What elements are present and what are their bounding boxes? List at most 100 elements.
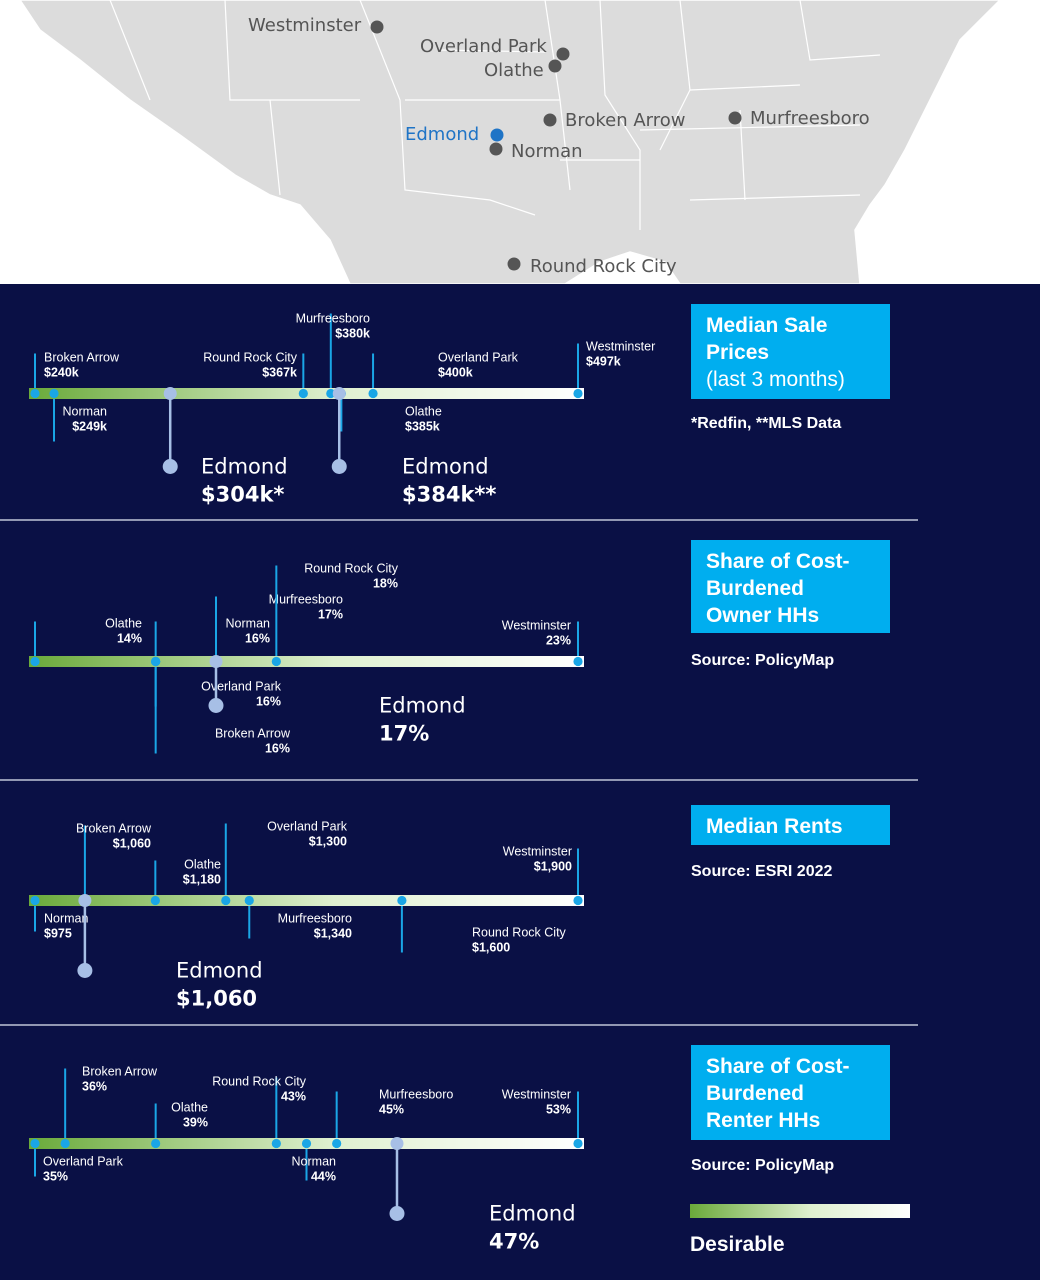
label-name-overland-park: Overland Park — [201, 680, 282, 694]
map-city-label-overland-park: Overland Park — [420, 36, 547, 57]
edmond-name: Edmond — [176, 959, 263, 983]
edmond-point — [332, 387, 346, 400]
gradient-bar — [29, 895, 584, 906]
point-olathe — [30, 656, 40, 667]
point-norman — [30, 895, 40, 906]
label-value-overland-park: 16% — [256, 695, 281, 709]
map-city-label-edmond: Edmond — [405, 124, 479, 145]
label-value-westminster: 23% — [546, 634, 571, 648]
label-name-round-rock-city: Round Rock City — [304, 562, 399, 576]
title-line-1: Share of Cost- — [706, 1055, 850, 1078]
title-line-2: Burdened — [706, 577, 804, 600]
title-line-1: Median Sale — [706, 314, 827, 337]
edmond-name: Edmond — [201, 455, 288, 479]
title-box — [691, 1045, 890, 1140]
title-line-1: Median Rents — [706, 815, 843, 838]
point-olathe — [150, 895, 160, 906]
label-name-broken-arrow: Broken Arrow — [76, 822, 152, 836]
map-city-label-broken-arrow: Broken Arrow — [565, 110, 686, 131]
label-name-overland-park: Overland Park — [43, 1155, 124, 1169]
title-line-2: Prices — [706, 341, 769, 364]
edmond-point — [390, 1137, 404, 1150]
source-note: *Redfin, **MLS Data — [691, 415, 841, 432]
label-name-westminster: Westminster — [503, 845, 572, 859]
legend: Desirable — [690, 1204, 910, 1256]
label-name-westminster: Westminster — [502, 619, 571, 633]
label-name-westminster: Westminster — [502, 1088, 571, 1102]
label-value-olathe: 14% — [117, 632, 142, 646]
edmond-end-dot — [162, 459, 178, 474]
state-borders — [109, 0, 881, 241]
edmond-end-dot — [331, 459, 347, 474]
label-name-round-rock-city: Round Rock City — [212, 1075, 307, 1089]
point-murfreesboro — [244, 895, 254, 906]
label-name-norman: Norman — [292, 1155, 337, 1169]
gradient-bar — [29, 656, 584, 667]
point-westminster — [573, 895, 583, 906]
label-name-norman: Norman — [226, 617, 271, 631]
label-name-olathe: Olathe — [105, 617, 142, 631]
label-name-broken-arrow: Broken Arrow — [215, 727, 291, 741]
edmond-end-dot — [389, 1206, 405, 1221]
legend-gradient-bar — [690, 1204, 910, 1218]
point-overland-park — [30, 1138, 40, 1149]
title-line-1: Share of Cost- — [706, 550, 850, 573]
edmond-value: $384k** — [402, 483, 496, 507]
title-box — [691, 304, 890, 399]
point-overland-park — [221, 895, 231, 906]
label-name-olathe: Olathe — [184, 858, 221, 872]
edmond-name: Edmond — [402, 455, 489, 479]
edmond-value: 17% — [379, 722, 429, 746]
label-value-overland-park: $400k — [438, 366, 473, 380]
label-value-murfreesboro: 17% — [318, 608, 343, 622]
point-westminster — [573, 388, 583, 399]
label-name-round-rock-city: Round Rock City — [203, 351, 298, 365]
label-value-norman: 16% — [245, 632, 270, 646]
edmond-end-dot — [77, 963, 93, 978]
map-city-marker-overland-park — [556, 47, 570, 61]
edmond-name: Edmond — [379, 694, 466, 718]
edmond-point — [163, 387, 177, 400]
title-line-3: Owner HHs — [706, 604, 819, 627]
point-westminster — [573, 1138, 583, 1149]
label-value-murfreesboro: $380k — [335, 327, 370, 341]
point-round-rock-city — [271, 1138, 281, 1149]
label-name-olathe: Olathe — [171, 1101, 208, 1115]
label-name-murfreesboro: Murfreesboro — [379, 1088, 453, 1102]
point-murfreesboro — [332, 1138, 342, 1149]
label-name-norman: Norman — [44, 912, 89, 926]
edmond-value: $304k* — [201, 483, 284, 507]
label-name-norman: Norman — [63, 405, 108, 419]
chart-1: Broken Arrow$240k Norman$249k Round Rock C… — [0, 304, 918, 521]
map-city-marker-round-rock-city — [507, 257, 521, 271]
point-round-rock-city — [271, 656, 281, 667]
point-broken-arrow — [151, 656, 161, 667]
source-note: Source: ESRI 2022 — [691, 863, 833, 880]
label-value-norman: $975 — [44, 927, 72, 941]
point-broken-arrow — [30, 388, 40, 399]
label-value-overland-park: $1,300 — [309, 835, 347, 849]
map-city-label-norman: Norman — [511, 141, 583, 162]
label-value-overland-park: 35% — [43, 1170, 68, 1184]
label-value-broken-arrow: 16% — [265, 742, 290, 756]
map-city-label-murfreesboro: Murfreesboro — [750, 108, 870, 129]
label-value-round-rock-city: 18% — [373, 577, 398, 591]
label-name-broken-arrow: Broken Arrow — [44, 351, 120, 365]
point-overland-park — [368, 388, 378, 399]
point-broken-arrow — [60, 1138, 70, 1149]
label-value-round-rock-city: 43% — [281, 1090, 306, 1104]
map-city-marker-edmond — [490, 128, 504, 142]
land-mass — [19, 0, 1002, 284]
label-value-broken-arrow: 36% — [82, 1080, 107, 1094]
label-name-round-rock-city: Round Rock City — [472, 926, 567, 940]
label-name-murfreesboro: Murfreesboro — [296, 312, 370, 326]
edmond-name: Edmond — [489, 1202, 576, 1226]
point-norman — [49, 388, 59, 399]
legend-label: Desirable — [690, 1233, 785, 1256]
label-name-murfreesboro: Murfreesboro — [269, 593, 343, 607]
label-value-norman: 44% — [311, 1170, 336, 1184]
label-value-broken-arrow: $240k — [44, 366, 79, 380]
us-region-map: Westminster Overland Park Olathe Broken Arr… — [0, 0, 1040, 284]
edmond-point — [209, 655, 223, 668]
